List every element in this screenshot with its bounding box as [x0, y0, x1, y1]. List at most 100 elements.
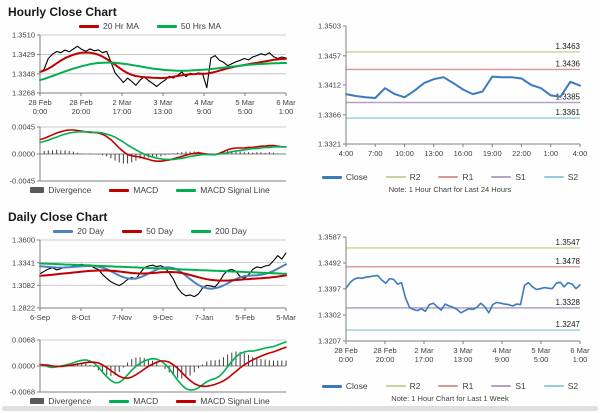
- legend-label: 20 Hr MA: [102, 21, 139, 31]
- line-swatch-macd-signal: [176, 399, 197, 403]
- svg-text:7-Jan: 7-Jan: [195, 313, 214, 322]
- legend-item-s1: S1: [491, 172, 526, 182]
- line-swatch-200day: [191, 229, 212, 233]
- line-swatch-macd: [109, 399, 130, 403]
- legend-item-20hr-ma: 20 Hr MA: [78, 21, 139, 31]
- legend-label: R2: [409, 172, 421, 182]
- legend-label: Divergence: [48, 396, 92, 406]
- svg-text:4:00: 4:00: [573, 149, 588, 158]
- svg-text:1.2822: 1.2822: [12, 304, 35, 313]
- svg-text:5-Feb: 5-Feb: [235, 313, 255, 322]
- svg-text:1:00: 1:00: [543, 149, 558, 158]
- hourly-panel-title: Hourly Close Chart: [8, 5, 117, 19]
- legend-label: MACD Signal Line: [200, 396, 270, 406]
- legend-label: MACD: [133, 396, 159, 406]
- pivot-week-chart: 1.3547 1.3478 1.3328 1.3247 1.3587 1.3492 1.33…: [318, 233, 590, 364]
- legend-label: Divergence: [48, 185, 92, 195]
- svg-text:5-Mar: 5-Mar: [276, 313, 296, 322]
- daily-ma-legend: 20 Day 50 Day 200 Day: [0, 226, 300, 236]
- svg-text:1.3328: 1.3328: [556, 298, 581, 307]
- line-swatch-r2: [385, 385, 406, 387]
- bar-swatch-divergence: [30, 187, 45, 193]
- legend-item-r2: R2: [385, 381, 420, 391]
- pivot-week-legend: Close R2 R1 S1 S2: [300, 381, 600, 391]
- legend-item-s2: S2: [543, 381, 579, 391]
- legend-label: 200 Day: [215, 226, 247, 236]
- svg-text:1.3321: 1.3321: [318, 140, 341, 149]
- legend-item-macd: MACD: [109, 396, 158, 406]
- svg-text:-0.0068: -0.0068: [10, 388, 35, 396]
- line-swatch-macd-signal: [176, 188, 197, 192]
- svg-text:1.3348: 1.3348: [12, 70, 35, 79]
- svg-text:6-Sep: 6-Sep: [30, 313, 50, 322]
- legend-label: Close: [345, 172, 368, 182]
- svg-text:1.3463: 1.3463: [556, 42, 581, 51]
- svg-text:1.3268: 1.3268: [12, 89, 35, 98]
- pivot-24h-legend: Close R2 R1 S1 S2: [300, 172, 600, 182]
- svg-text:4:00: 4:00: [339, 149, 354, 158]
- svg-text:1.3478: 1.3478: [556, 257, 581, 266]
- daily-macd-legend: Divergence MACD MACD Signal Line: [0, 396, 300, 406]
- bar-swatch-divergence: [30, 398, 45, 404]
- legend-label: S2: [567, 381, 579, 391]
- legend-label: Close: [345, 381, 368, 391]
- svg-text:0.0045: 0.0045: [12, 123, 35, 132]
- svg-text:1.3587: 1.3587: [318, 233, 341, 242]
- line-swatch-20day: [53, 229, 74, 233]
- legend-label: R1: [462, 381, 474, 391]
- legend-item-r1: R1: [438, 381, 473, 391]
- legend-label: S1: [515, 381, 526, 391]
- legend-item-close: Close: [321, 172, 368, 182]
- legend-label: MACD Signal Line: [200, 185, 270, 195]
- svg-text:7:00: 7:00: [368, 149, 383, 158]
- svg-text:1.3302: 1.3302: [318, 311, 341, 320]
- legend-item-close: Close: [321, 381, 368, 391]
- pivot-24h-panel: 1.3463 1.3436 1.3385 1.3361 1.3503 1.3457 1.34…: [300, 0, 600, 205]
- pivot-24h-note: Note: 1 Hour Chart for Last 24 Hours: [388, 185, 512, 194]
- line-swatch-close: [321, 384, 342, 388]
- pivot-24h-chart: 1.3463 1.3436 1.3385 1.3361 1.3503 1.3457 1.34…: [318, 22, 588, 158]
- svg-text:1.3492: 1.3492: [318, 259, 341, 268]
- line-swatch-s2: [543, 385, 564, 387]
- bottom-divider: [2, 406, 598, 411]
- svg-text:0.0000: 0.0000: [12, 362, 35, 371]
- svg-text:1.3385: 1.3385: [556, 93, 581, 102]
- line-swatch-s1: [491, 176, 512, 178]
- svg-text:9-Dec: 9-Dec: [153, 313, 173, 322]
- legend-label: S1: [515, 172, 526, 182]
- hourly-ma-legend: 20 Hr MA 50 Hrs MA: [0, 21, 300, 31]
- hourly-macd-chart: 0.0045 0.0000 -0.0045: [10, 123, 287, 185]
- line-swatch-r2: [385, 176, 406, 178]
- legend-item-macd: MACD: [109, 185, 158, 195]
- legend-item-macd-signal: MACD Signal Line: [176, 396, 270, 406]
- svg-text:19:00: 19:00: [483, 149, 502, 158]
- svg-text:1.3247: 1.3247: [556, 320, 581, 329]
- hourly-panel: Hourly Close Chart 20 Hr MA 50 Hrs MA 1.…: [0, 0, 300, 205]
- svg-text:1.3366: 1.3366: [318, 111, 341, 120]
- svg-text:1.3547: 1.3547: [556, 238, 581, 247]
- daily-panel-title: Daily Close Chart: [8, 210, 108, 224]
- line-swatch-r1: [438, 176, 459, 178]
- legend-item-r1: R1: [438, 172, 473, 182]
- svg-text:1.3510: 1.3510: [12, 31, 35, 40]
- svg-text:1.3429: 1.3429: [12, 50, 35, 59]
- pivot-week-panel: 1.3547 1.3478 1.3328 1.3247 1.3587 1.3492 1.33…: [300, 205, 600, 408]
- legend-item-50hr-ma: 50 Hrs MA: [156, 21, 221, 31]
- svg-text:1.3082: 1.3082: [12, 281, 35, 290]
- legend-label: MACD: [133, 185, 159, 195]
- svg-text:1.3397: 1.3397: [318, 285, 341, 294]
- svg-text:1.3361: 1.3361: [556, 108, 581, 117]
- svg-text:-0.0045: -0.0045: [10, 177, 35, 185]
- legend-item-50day: 50 Day: [122, 226, 173, 236]
